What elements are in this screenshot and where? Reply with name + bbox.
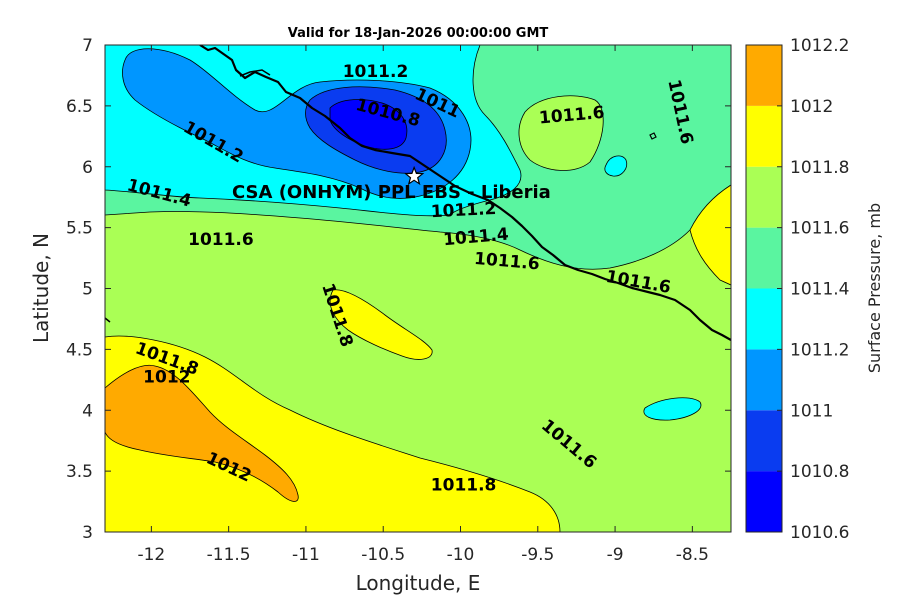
y-tick-label: 7 <box>82 36 93 56</box>
x-axis-label: Longitude, E <box>356 571 481 595</box>
x-tick-label: -10 <box>447 545 475 565</box>
colorbar-segment <box>746 105 782 167</box>
colorbar-tick-label: 1011.8 <box>790 158 849 178</box>
y-tick-label: 4 <box>82 401 93 421</box>
colorbar-segment <box>746 349 782 411</box>
y-tick-label: 6 <box>82 158 93 178</box>
contour-label: 1012 <box>143 367 190 387</box>
contour-label: 1011.8 <box>431 476 497 496</box>
y-tick-label: 4.5 <box>66 340 93 360</box>
colorbar-segment <box>746 166 782 228</box>
contour-label: 1011.6 <box>188 230 254 250</box>
y-tick-label: 6.5 <box>66 97 93 117</box>
fill-patch-1011.8-east <box>689 184 731 286</box>
coastline-islet <box>649 132 657 140</box>
fill-blob-1011.2-se <box>643 397 702 421</box>
colorbar-label: Surface Pressure, mb <box>865 203 884 373</box>
y-tick-label: 5.5 <box>66 219 93 239</box>
colorbar-segment <box>746 471 782 532</box>
x-tick-label: -9 <box>607 545 624 565</box>
x-tick-label: -9.5 <box>521 545 554 565</box>
colorbar-tick-label: 1011.4 <box>790 280 849 300</box>
colorbar-tick-label: 1012 <box>790 97 833 117</box>
fill-level-1012.0 <box>105 364 299 502</box>
colorbar-tick-label: 1012.2 <box>790 36 849 56</box>
contour-label: 1011.2 <box>343 62 409 82</box>
colorbar-tick-label: 1011.6 <box>790 219 849 239</box>
colorbar-tick-label: 1010.6 <box>790 523 849 543</box>
x-tick-label: -8.5 <box>676 545 709 565</box>
colorbar-tick-label: 1010.8 <box>790 462 849 482</box>
y-axis-ticks: 3 3.5 4 4.5 5 5.5 6 6.5 7 <box>66 36 731 543</box>
colorbar-tick-label: 1011.2 <box>790 340 849 360</box>
x-tick-label: -12 <box>137 545 165 565</box>
colorbar-segment <box>746 410 782 472</box>
coastline-inlet <box>105 69 271 323</box>
fill-tongue-1011.8-center <box>329 289 433 360</box>
coastline <box>199 45 731 341</box>
y-tick-label: 3 <box>82 523 93 543</box>
map-plot-area <box>105 45 731 532</box>
x-axis-ticks: -12 -11.5 -11 -10.5 -10 -9.5 -9 -8.5 <box>137 45 709 565</box>
map-title: Valid for 18-Jan-2026 00:00:00 GMT <box>288 26 549 41</box>
x-tick-label: -10.5 <box>361 545 405 565</box>
station-star-icon <box>404 165 425 186</box>
station-label: CSA (ONHYM) PPL EBS - Liberia <box>232 182 551 203</box>
y-axis-label: Latitude, N <box>29 233 53 343</box>
station-marker <box>404 165 425 186</box>
colorbar-segment <box>746 227 782 289</box>
x-tick-label: -11.5 <box>207 545 251 565</box>
fill-band-1011.8-south <box>105 335 561 532</box>
colorbar-tick-label: 1011 <box>790 401 833 421</box>
fill-blob-1011.2-small <box>604 155 628 177</box>
colorbar-segment <box>746 45 782 106</box>
x-tick-label: -11 <box>292 545 320 565</box>
fill-island-1011.6-ne <box>518 95 604 171</box>
contour-label: 1011.2 <box>430 199 497 222</box>
y-tick-label: 5 <box>82 280 93 300</box>
colorbar-segment <box>746 288 782 350</box>
y-tick-label: 3.5 <box>66 462 93 482</box>
colorbar: 1010.6 1010.8 1011 1011.2 1011.4 1011.6 1011.8… <box>745 36 849 543</box>
